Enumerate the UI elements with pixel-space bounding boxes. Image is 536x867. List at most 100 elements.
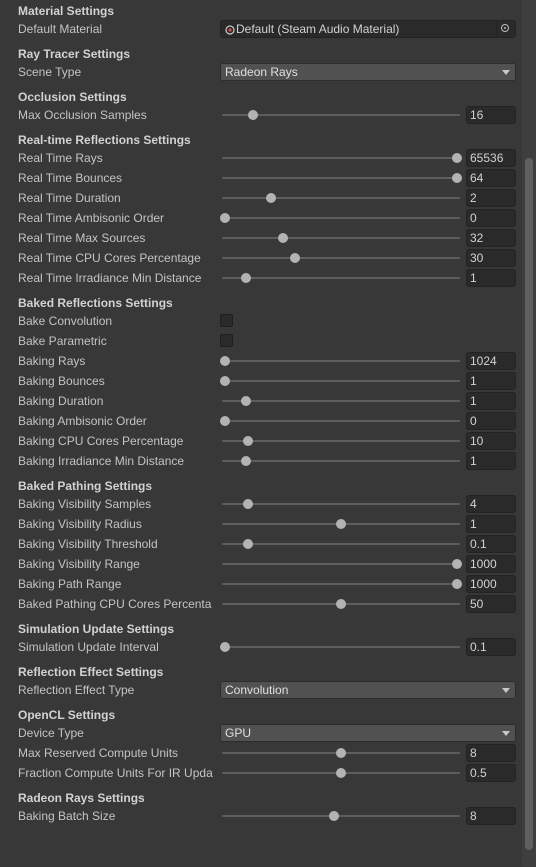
slider-thumb[interactable] <box>220 642 230 652</box>
slider-track[interactable] <box>222 157 460 159</box>
slider-track[interactable] <box>222 114 460 116</box>
slider-track[interactable] <box>222 257 460 259</box>
slider-track[interactable] <box>222 420 460 422</box>
value-field[interactable]: 1024 <box>466 352 516 370</box>
setting-label: Baking Batch Size <box>18 809 116 823</box>
setting-row-device-type: Device Type GPU <box>0 723 522 743</box>
object-field-value: Default (Steam Audio Material) <box>236 22 400 36</box>
value-field[interactable]: 4 <box>466 495 516 513</box>
value-field[interactable]: 32 <box>466 229 516 247</box>
value-field[interactable]: 2 <box>466 189 516 207</box>
slider-track[interactable] <box>222 503 460 505</box>
section-header-material-settings: Material Settings <box>18 4 115 18</box>
value-field[interactable]: 0.1 <box>466 638 516 656</box>
value-field[interactable]: 1 <box>466 515 516 533</box>
slider-thumb[interactable] <box>220 356 230 366</box>
slider-thumb[interactable] <box>243 539 254 549</box>
object-picker-icon[interactable] <box>496 21 515 37</box>
setting-label: Bake Convolution <box>18 314 113 328</box>
slider-thumb[interactable] <box>336 599 346 609</box>
setting-row-baking-visibility-radius: Baking Visibility Radius 1 <box>0 514 522 534</box>
value-field[interactable]: 1000 <box>466 575 516 593</box>
chevron-down-icon <box>502 731 510 736</box>
setting-label: Real Time Rays <box>18 151 103 165</box>
slider-track[interactable] <box>222 237 460 239</box>
value-field[interactable]: 1 <box>466 392 516 410</box>
setting-label: Real Time Duration <box>18 191 121 205</box>
value-field[interactable]: 8 <box>466 807 516 825</box>
object-field-default-material[interactable]: Default (Steam Audio Material) <box>220 20 516 38</box>
dropdown-device-type[interactable]: GPU <box>220 724 516 742</box>
setting-label: Baking Bounces <box>18 374 105 388</box>
value-field[interactable]: 1000 <box>466 555 516 573</box>
slider-thumb[interactable] <box>220 416 230 426</box>
setting-row-max-reserved-compute-units: Max Reserved Compute Units 8 <box>0 743 522 763</box>
value-field[interactable]: 64 <box>466 169 516 187</box>
slider-thumb[interactable] <box>240 456 251 466</box>
slider-thumb[interactable] <box>336 768 346 778</box>
setting-row-fraction-compute-units-for-ir-upda: Fraction Compute Units For IR Upda 0.5 <box>0 763 522 783</box>
slider-thumb[interactable] <box>336 748 346 758</box>
setting-label: Baking Visibility Range <box>18 557 140 571</box>
value-field[interactable]: 65536 <box>466 149 516 167</box>
setting-label: Real Time Ambisonic Order <box>18 211 165 225</box>
slider-track[interactable] <box>222 217 460 219</box>
slider-track[interactable] <box>222 197 460 199</box>
setting-label: Real Time CPU Cores Percentage <box>18 251 201 265</box>
slider-thumb[interactable] <box>220 213 230 223</box>
section-header-baked-reflections-settings: Baked Reflections Settings <box>18 296 173 310</box>
checkbox-bake-parametric[interactable] <box>220 334 233 347</box>
section-header-radeon-rays-settings: Radeon Rays Settings <box>18 791 145 805</box>
value-field[interactable]: 1 <box>466 269 516 287</box>
slider-track[interactable] <box>222 646 460 648</box>
slider-track[interactable] <box>222 277 460 279</box>
value-field[interactable]: 30 <box>466 249 516 267</box>
setting-row-baking-ambisonic-order: Baking Ambisonic Order 0 <box>0 411 522 431</box>
slider-thumb[interactable] <box>240 396 251 406</box>
slider-thumb[interactable] <box>329 811 340 821</box>
slider-thumb[interactable] <box>278 233 288 243</box>
slider-thumb[interactable] <box>240 273 251 283</box>
value-field[interactable]: 0.5 <box>466 764 516 782</box>
slider-thumb[interactable] <box>247 110 258 120</box>
dropdown-scene-type[interactable]: Radeon Rays <box>220 63 516 81</box>
value-field[interactable]: 1 <box>466 372 516 390</box>
slider-track[interactable] <box>222 177 460 179</box>
setting-label: Scene Type <box>18 65 82 79</box>
vertical-scrollbar[interactable] <box>522 0 536 867</box>
slider-track[interactable] <box>222 583 460 585</box>
scrollbar-thumb[interactable] <box>525 158 533 850</box>
checkbox-bake-convolution[interactable] <box>220 314 233 327</box>
slider-track[interactable] <box>222 563 460 565</box>
slider-thumb[interactable] <box>452 559 462 569</box>
slider-thumb[interactable] <box>243 436 254 446</box>
slider-thumb[interactable] <box>452 173 462 183</box>
dropdown-reflection-effect-type[interactable]: Convolution <box>220 681 516 699</box>
slider-thumb[interactable] <box>289 253 300 263</box>
value-field[interactable]: 0.1 <box>466 535 516 553</box>
chevron-down-icon <box>502 688 510 693</box>
value-field[interactable]: 0 <box>466 209 516 227</box>
slider-thumb[interactable] <box>243 499 254 509</box>
setting-label: Baking Irradiance Min Distance <box>18 454 185 468</box>
slider-track[interactable] <box>222 440 460 442</box>
value-field[interactable]: 0 <box>466 412 516 430</box>
slider-thumb[interactable] <box>266 193 277 203</box>
slider-track[interactable] <box>222 460 460 462</box>
slider-thumb[interactable] <box>452 153 462 163</box>
slider-track[interactable] <box>222 543 460 545</box>
value-field[interactable]: 16 <box>466 106 516 124</box>
slider-thumb[interactable] <box>336 519 346 529</box>
value-field[interactable]: 50 <box>466 595 516 613</box>
slider-thumb[interactable] <box>220 376 230 386</box>
value-field[interactable]: 8 <box>466 744 516 762</box>
slider-track[interactable] <box>222 815 460 817</box>
slider-track[interactable] <box>222 400 460 402</box>
dropdown-value: GPU <box>225 726 252 740</box>
value-field[interactable]: 1 <box>466 452 516 470</box>
slider-thumb[interactable] <box>452 579 462 589</box>
dropdown-value: Convolution <box>225 683 289 697</box>
value-field[interactable]: 10 <box>466 432 516 450</box>
slider-track[interactable] <box>222 380 460 382</box>
slider-track[interactable] <box>222 360 460 362</box>
